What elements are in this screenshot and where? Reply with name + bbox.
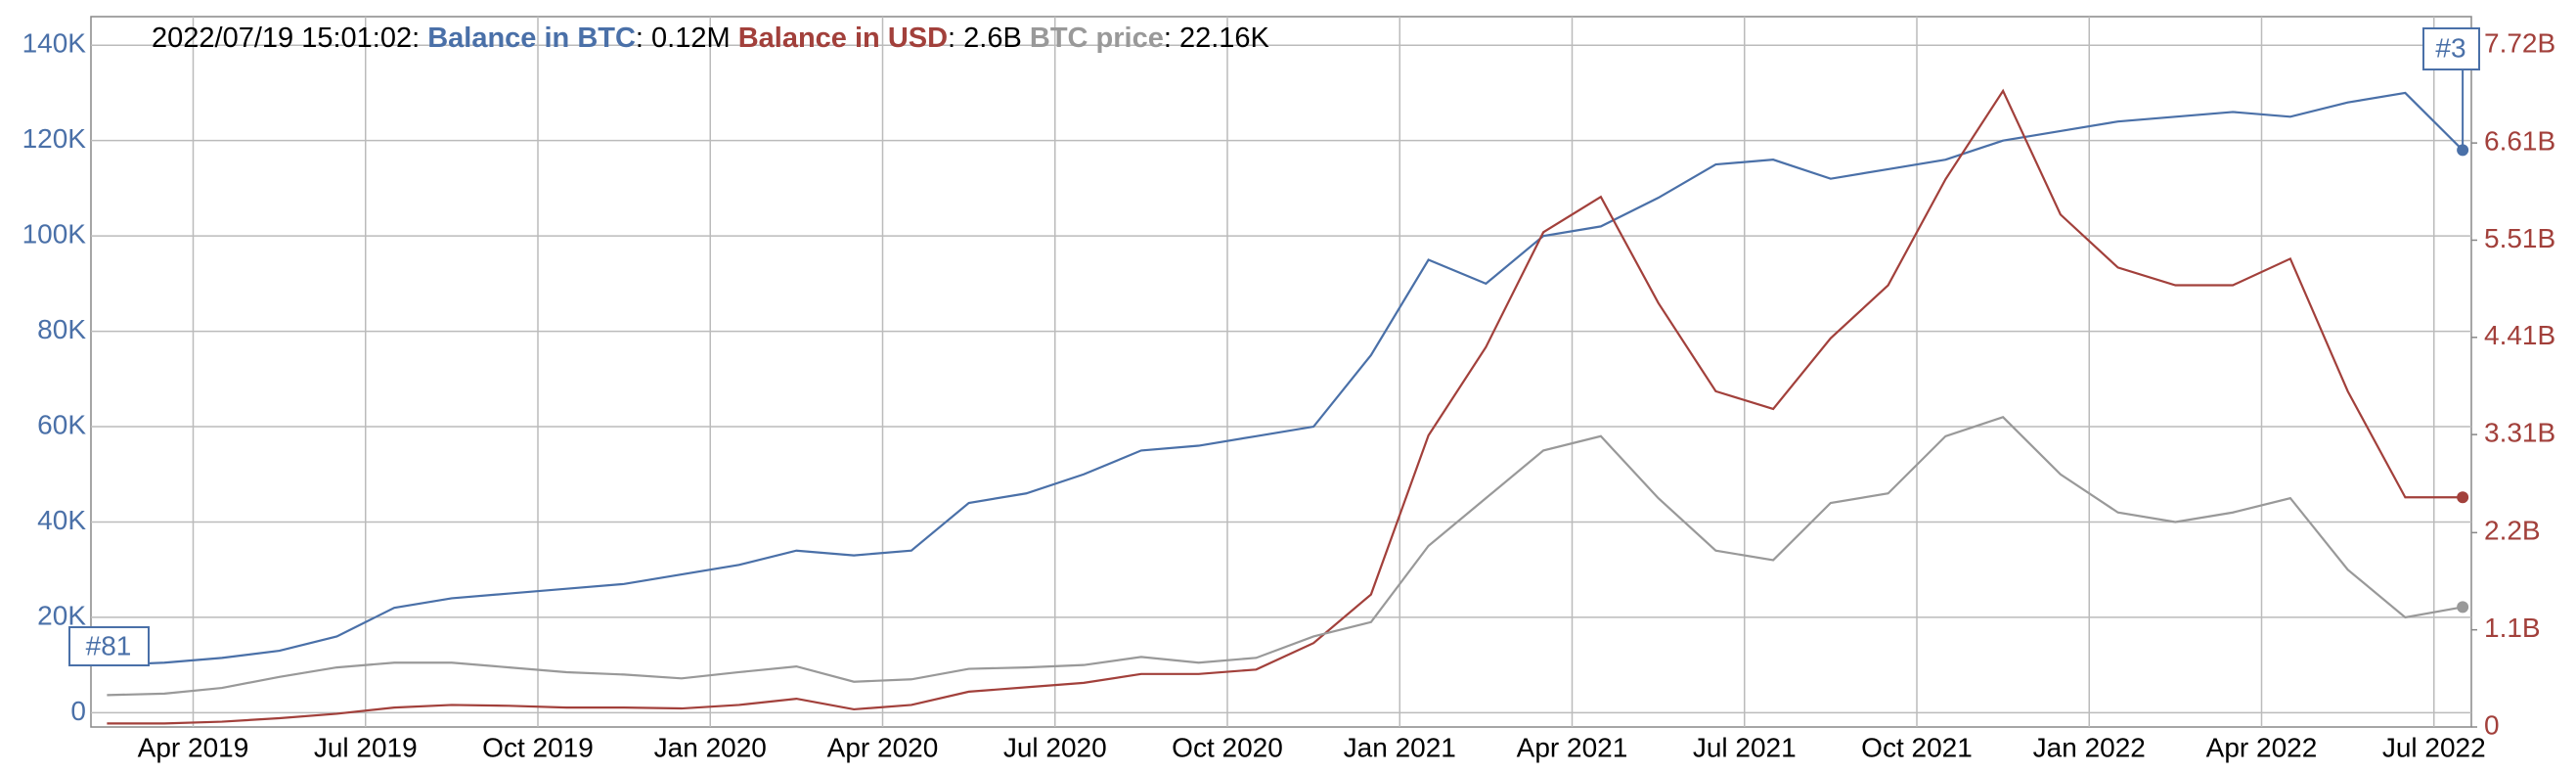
x-tick-label: Apr 2019 — [138, 732, 249, 762]
readout: : 0.12M — [636, 23, 731, 54]
y2-tick-label: 0 — [2484, 709, 2500, 740]
y2-tick-label: 1.1B — [2484, 613, 2541, 643]
series-line — [107, 88, 2464, 725]
y2-tick-label: 6.61B — [2484, 126, 2555, 157]
series-line — [107, 416, 2464, 697]
y-tick-label: 60K — [37, 409, 86, 439]
x-tick-label: Jul 2019 — [314, 732, 418, 762]
y2-tick-label: 2.2B — [2484, 516, 2541, 546]
annotation-box — [2422, 27, 2480, 70]
y-tick-label: 0 — [70, 696, 86, 726]
y2-tick-label: 3.31B — [2484, 418, 2555, 448]
y-tick-label: 100K — [22, 219, 87, 250]
y-tick-label: 80K — [37, 314, 86, 344]
y-tick-label: 40K — [37, 505, 86, 535]
legend-name: Balance in USD — [738, 23, 948, 54]
readout: : 2.6B — [948, 23, 1022, 54]
x-tick-label: Jan 2020 — [654, 732, 767, 762]
x-tick-label: Jul 2020 — [1003, 732, 1107, 762]
x-tick-label: Jul 2022 — [2382, 732, 2486, 762]
x-tick-label: Oct 2021 — [1861, 732, 1973, 762]
end-marker — [2457, 491, 2469, 504]
x-tick-label: Oct 2020 — [1172, 732, 1283, 762]
readout: : 22.16K — [1164, 23, 1270, 54]
y-tick-label: 120K — [22, 123, 87, 154]
x-tick-label: Apr 2020 — [827, 732, 939, 762]
x-tick-label: Apr 2022 — [2206, 732, 2318, 762]
y2-tick-label: 7.72B — [2484, 27, 2555, 58]
annotation-box — [68, 626, 150, 666]
x-tick-label: Oct 2019 — [482, 732, 594, 762]
y-tick-label: 140K — [22, 28, 87, 59]
legend-name: BTC price — [1030, 23, 1164, 54]
timestamp: 2022/07/19 15:01:02: — [152, 23, 420, 54]
x-tick-label: Jan 2022 — [2033, 732, 2146, 762]
x-tick-label: Jul 2021 — [1693, 732, 1797, 762]
x-tick-label: Apr 2021 — [1517, 732, 1628, 762]
y2-tick-label: 4.41B — [2484, 320, 2555, 350]
header: 2022/07/19 15:01:02: Balance in BTC: 0.1… — [152, 23, 1270, 54]
legend-name: Balance in BTC — [427, 23, 636, 54]
annotation-label: #3 — [2435, 32, 2465, 63]
x-tick-label: Jan 2021 — [1344, 732, 1456, 762]
end-marker — [2457, 601, 2469, 614]
plot-frame — [90, 16, 2472, 728]
y-tick-label: 20K — [37, 600, 86, 630]
y2-tick-label: 5.51B — [2484, 223, 2555, 253]
annotation-label: #81 — [86, 630, 132, 660]
series-line — [107, 91, 2464, 666]
